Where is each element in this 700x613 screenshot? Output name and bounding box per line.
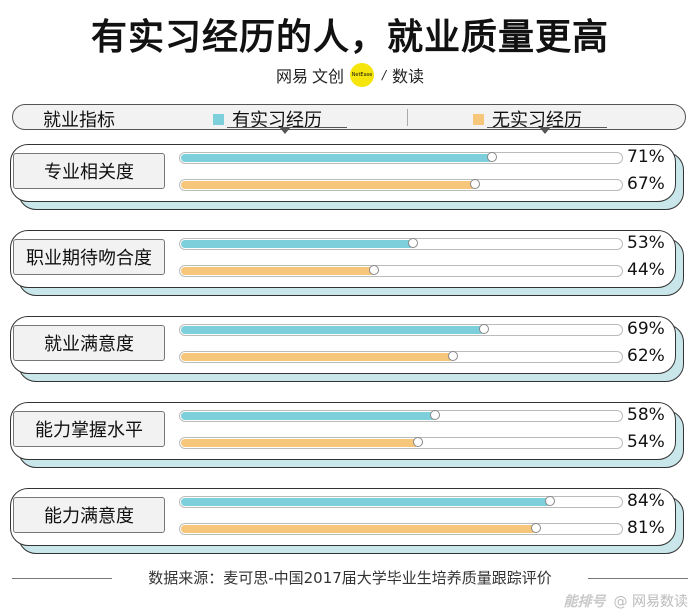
brand-name-left: 网易 [275,67,308,86]
bar-end-marker [479,324,489,334]
legend-label-intern: 有实习经历 [232,110,322,131]
data-label: 71% [627,147,665,167]
watermark: 能排号 @ 网易数读 [564,591,688,611]
legend-item-no-intern: 无实习经历 [473,106,582,132]
data-label: 62% [627,346,665,366]
bar-track [179,496,623,508]
brand-separator: / [381,68,387,82]
bar [181,240,414,248]
legend-underline-no-intern [487,127,607,128]
legend-notch-intern [280,128,290,134]
bar [181,412,436,420]
bar-track [179,351,623,363]
bar-end-marker [369,265,379,275]
bar-end-marker [470,179,480,189]
brand-line: 网易 文创 NetEase / 数读 [0,62,700,88]
watermark-logo: 能排号 [563,594,606,610]
panel-card: 就业满意度 69% 62% [10,316,676,374]
bar [181,326,485,334]
logo-text: NetEase [351,72,373,78]
category-panel: 能力掌握水平 58% 54% [10,402,686,468]
chart-title: 有实习经历的人，就业质量更高 [90,17,609,58]
brand-name-mid: 文创 [311,67,344,86]
bar [181,267,375,275]
watermark-text: @ 网易数读 [613,594,688,610]
data-label: 53% [627,233,665,253]
panel-card: 能力满意度 84% 81% [10,488,676,546]
bar-track [179,179,623,191]
category-panel: 能力满意度 84% 81% [10,488,686,554]
panel-card: 职业期待吻合度 53% 44% [10,230,676,288]
legend-divider [407,109,408,126]
bar-track [179,324,623,336]
brand-name-right: 数读 [392,67,425,86]
legend-bar: 就业指标 有实习经历 无实习经历 [12,104,686,134]
bar-track [179,437,623,449]
bar-track [179,152,623,164]
data-label: 84% [627,491,665,511]
bar-track [179,410,623,422]
legend-notch-no-intern [540,128,550,134]
data-label: 67% [627,174,665,194]
bar-track [179,523,623,535]
bar-end-marker [430,410,440,420]
bar-end-marker [408,238,418,248]
netease-logo-icon: NetEase [349,63,374,87]
bar-end-marker [413,437,423,447]
category-label: 专业相关度 [13,153,165,189]
panel-card: 专业相关度 71% 67% [10,144,676,202]
category-label: 能力满意度 [13,497,165,533]
bar-end-marker [531,523,541,533]
bar [181,498,551,506]
bar-track [179,265,623,277]
bar-track [179,238,623,250]
legend-swatch-intern [213,113,224,125]
bar [181,439,419,447]
category-panel: 就业满意度 69% 62% [10,316,686,382]
panel-card: 能力掌握水平 58% 54% [10,402,676,460]
category-panel: 专业相关度 71% 67% [10,144,686,210]
footer-line-right [588,578,688,579]
bar [181,353,454,361]
legend-underline-intern [227,127,347,128]
bar [181,525,537,533]
category-label: 职业期待吻合度 [13,239,165,275]
category-label: 就业满意度 [13,325,165,361]
data-label: 69% [627,319,665,339]
category-panel: 职业期待吻合度 53% 44% [10,230,686,296]
footer-line-left [12,578,112,579]
data-label: 54% [627,432,665,452]
source-note: 数据来源：麦可思-中国2017届大学毕业生培养质量跟踪评价 [148,569,552,587]
category-label: 能力掌握水平 [13,411,165,447]
bar [181,154,493,162]
category-header: 就业指标 [43,110,115,131]
bar-end-marker [448,351,458,361]
legend-item-intern: 有实习经历 [213,106,322,132]
bar [181,181,476,189]
bar-end-marker [487,152,497,162]
data-label: 81% [627,518,665,538]
legend-swatch-no-intern [473,113,484,125]
legend-label-no-intern: 无实习经历 [492,110,582,131]
data-label: 44% [627,260,665,280]
bar-end-marker [545,496,555,506]
data-label: 58% [627,405,665,425]
